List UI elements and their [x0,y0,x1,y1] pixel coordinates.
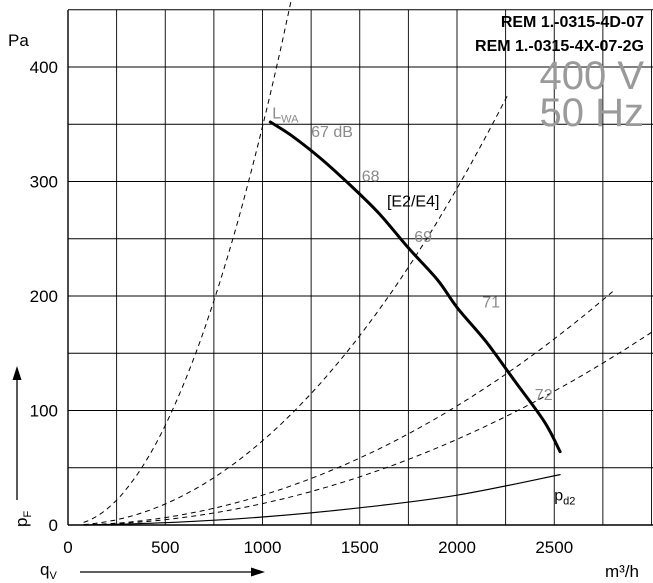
y-axis-label: pF [12,366,34,527]
curve-pd2 [83,474,561,526]
y-tick-label: 100 [30,402,58,421]
sound-level-label: 72 [535,387,553,404]
svg-text:qV: qV [40,560,57,582]
y-unit-label: Pa [8,31,29,50]
system-curve-dashed [83,94,509,525]
x-unit-label: m³/h [605,562,639,581]
sound-level-label: LWA [272,106,299,126]
model-label-2: REM 1.-0315-4X-07-2G [475,38,644,55]
series-layer [83,120,562,526]
voltage-label: 400 V [539,54,644,98]
system-curves [83,0,652,526]
y-tick-label: 0 [49,516,58,535]
series-label-e2-e4: [E2/E4] [387,194,439,211]
system-curve-dashed [83,0,292,523]
system-curve-dashed [83,331,652,526]
x-tick-label: 2500 [535,538,573,557]
tick-labels: 0 100 200 300 400 0 500 1000 1500 2000 2500 [30,58,574,557]
frequency-label: 50 Hz [540,91,645,135]
sound-level-label: 69 [414,229,432,246]
curve-e2-e4 [268,120,562,454]
curve-labels: LWA 67 dB 68 69 71 72 [E2/E4] pd2 [272,106,575,508]
y-tick-label: 400 [30,58,58,77]
series-label-pd2: pd2 [554,488,575,508]
sound-level-label: 68 [362,169,380,186]
x-tick-label: 1500 [341,538,379,557]
x-tick-label: 0 [63,538,72,557]
model-label-1: REM 1.-0315-4D-07 [501,14,644,31]
x-tick-label: 500 [151,538,179,557]
y-tick-label: 300 [30,173,58,192]
x-axis-label: qV [40,560,265,582]
grid [67,9,653,526]
sound-level-label: 67 dB [311,124,353,141]
svg-text:pF: pF [12,511,34,527]
sound-level-label: 71 [482,294,500,311]
x-tick-label: 1000 [244,538,282,557]
system-curve-dashed [83,291,613,526]
x-tick-label: 2000 [438,538,476,557]
y-tick-label: 200 [30,287,58,306]
